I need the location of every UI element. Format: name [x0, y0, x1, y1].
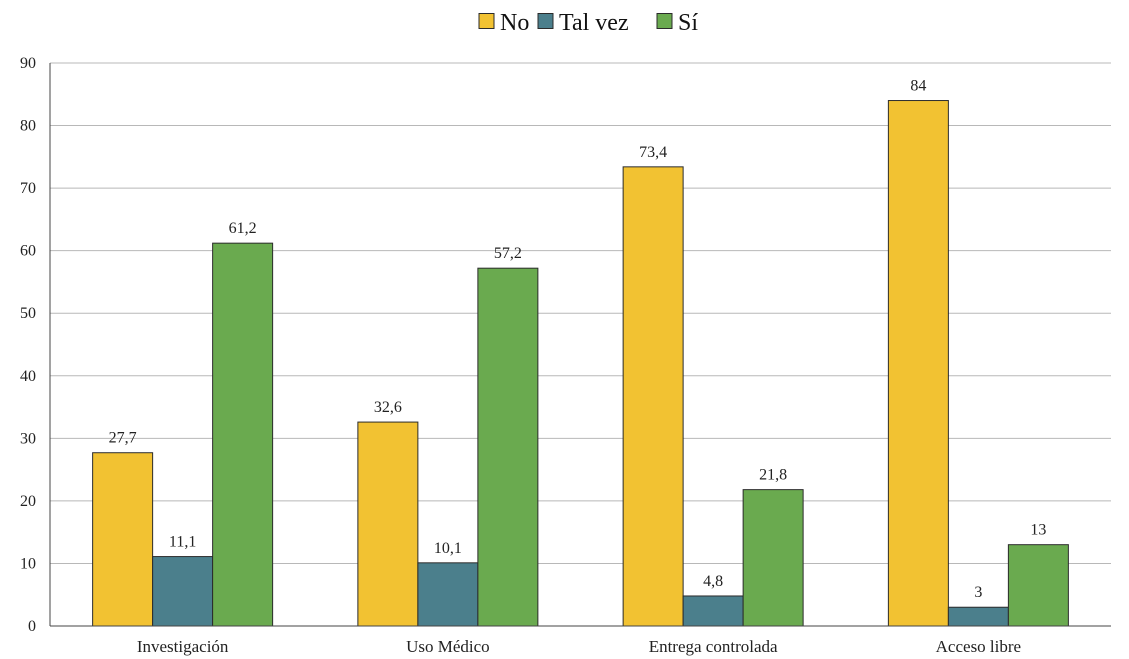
y-tick-label: 10 — [20, 555, 36, 572]
legend-label: No — [500, 10, 529, 36]
y-tick-label: 0 — [28, 618, 36, 635]
bar-tal-vez — [418, 563, 478, 626]
bar-sí — [743, 490, 803, 626]
y-tick-label: 60 — [20, 243, 36, 260]
bar-sí — [1008, 545, 1068, 626]
y-axis-ticks: 0 10 20 30 40 50 60 70 80 90 — [20, 55, 36, 635]
bar-tal-vez — [153, 557, 213, 626]
y-tick-label: 30 — [20, 430, 36, 447]
bar-tal-vez — [683, 596, 743, 626]
x-category-label: Uso Médico — [406, 637, 490, 656]
legend-swatch — [657, 14, 672, 29]
legend-label: Sí — [678, 10, 698, 36]
y-tick-label: 20 — [20, 493, 36, 510]
data-label: 57,2 — [494, 245, 522, 262]
data-label: 27,7 — [109, 430, 137, 447]
data-label: 11,1 — [169, 534, 196, 551]
x-category-label: Entrega controlada — [649, 637, 778, 656]
data-label: 21,8 — [759, 467, 787, 484]
data-label: 13 — [1030, 522, 1046, 539]
y-tick-label: 40 — [20, 368, 36, 385]
x-category-label: Acceso libre — [936, 637, 1021, 656]
bar-tal-vez — [948, 607, 1008, 626]
data-label: 10,1 — [434, 540, 462, 557]
data-label: 73,4 — [639, 144, 667, 161]
category-labels: Investigación Uso Médico Entrega controlad… — [137, 637, 1021, 656]
data-label: 84 — [910, 78, 926, 95]
data-label: 4,8 — [703, 573, 723, 590]
bar-no — [93, 453, 153, 626]
bar-no — [623, 167, 683, 626]
chart-legend: No Tal vez Sí — [479, 10, 698, 36]
bar-no — [888, 101, 948, 626]
y-tick-label: 80 — [20, 118, 36, 135]
y-tick-label: 90 — [20, 55, 36, 72]
y-tick-label: 70 — [20, 180, 36, 197]
data-label: 61,2 — [229, 220, 257, 237]
data-label: 3 — [974, 584, 982, 601]
bars — [93, 101, 1069, 626]
y-tick-label: 50 — [20, 305, 36, 322]
bar-no — [358, 422, 418, 626]
data-label: 32,6 — [374, 399, 402, 416]
legend-label: Tal vez — [559, 10, 629, 36]
bar-sí — [478, 268, 538, 626]
x-category-label: Investigación — [137, 637, 229, 656]
bar-sí — [213, 243, 273, 626]
legend-swatch — [479, 14, 494, 29]
legend-swatch — [538, 14, 553, 29]
gridlines — [50, 63, 1111, 626]
